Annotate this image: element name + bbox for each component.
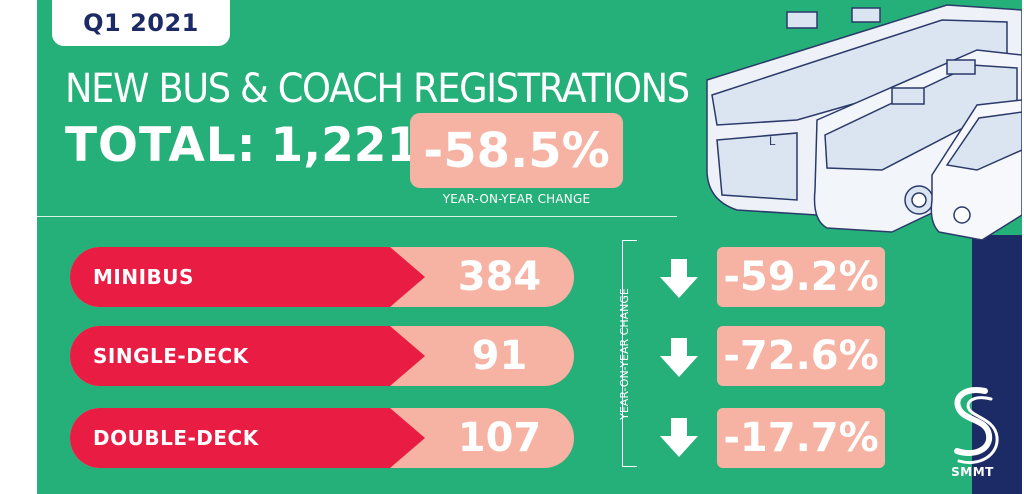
total-row: TOTAL: 1,221 <box>65 118 419 173</box>
total-change-caption: YEAR-ON-YEAR CHANGE <box>442 192 591 206</box>
category-label: DOUBLE-DECK <box>93 426 259 450</box>
category-value: 384 <box>457 254 542 300</box>
arrow-down-icon <box>660 338 698 377</box>
period-badge: Q1 2021 <box>52 0 230 46</box>
divider <box>37 216 677 217</box>
category-label: SINGLE-DECK <box>93 344 249 368</box>
logo-text: SMMT <box>951 465 994 479</box>
total-value: 1,221 <box>270 118 420 173</box>
category-value: 91 <box>471 333 528 379</box>
infographic-panel: Q1 2021 NEW BUS & COACH REGISTRATIONS TO… <box>37 0 1022 494</box>
page-title: NEW BUS & COACH REGISTRATIONS <box>65 66 690 112</box>
category-row-minibus: MINIBUS 384 <box>70 247 574 307</box>
bus-illustration-icon: L <box>706 4 1022 240</box>
total-label: TOTAL: <box>65 118 257 173</box>
smmt-logo-icon <box>954 387 999 464</box>
category-label-bg <box>70 326 425 386</box>
svg-text:L: L <box>769 134 776 148</box>
category-label-bg <box>70 408 425 468</box>
change-box-single-deck: -72.6% <box>717 326 885 386</box>
category-row-double-deck: DOUBLE-DECK 107 <box>70 408 574 468</box>
yoy-vertical-label: YEAR-ON-YEAR CHANGE <box>618 288 631 420</box>
change-box-double-deck: -17.7% <box>717 408 885 468</box>
total-change-badge: -58.5% <box>410 113 623 188</box>
yoy-bracket <box>622 240 637 467</box>
change-box-minibus: -59.2% <box>717 247 885 307</box>
arrow-down-icon <box>660 418 698 457</box>
category-row-single-deck: SINGLE-DECK 91 <box>70 326 574 386</box>
arrow-down-icon <box>660 259 698 298</box>
category-label-bg <box>70 247 425 307</box>
category-label: MINIBUS <box>93 265 194 289</box>
category-value: 107 <box>457 415 542 461</box>
